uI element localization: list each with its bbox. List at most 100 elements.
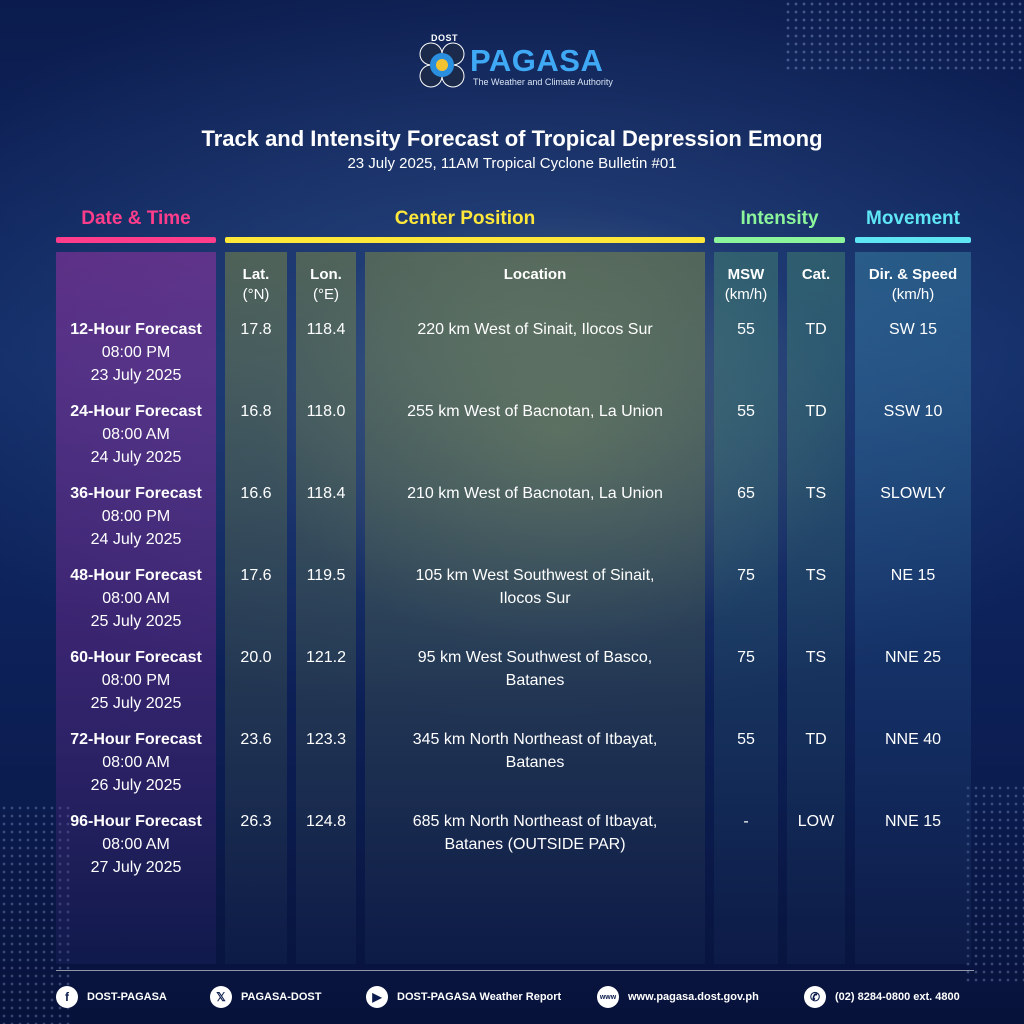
header-lat: Lat. (°N) [242,266,270,303]
group-intensity-bar [714,237,845,243]
location-cell: 220 km West of Sinait, Ilocos Sur [365,318,705,341]
movement-cell: NE 15 [890,567,936,584]
footer-label: (02) 8284-0800 ext. 4800 [835,991,960,1003]
forecast-datetime-cell: 36-Hour Forecast 08:00 PM 24 July 2025 [56,482,216,551]
footer-item[interactable]: 𝕏 PAGASA-DOST [210,986,321,1008]
footer-label: PAGASA-DOST [241,991,322,1003]
location-line-2: Ilocos Sur [499,590,571,607]
forecast-period: 96-Hour Forecast [70,813,202,830]
location-line-1: 210 km West of Bacnotan, La Union [407,485,663,502]
forecast-period: 60-Hour Forecast [70,649,202,666]
globe-icon: www [597,986,619,1008]
footer-label: www.pagasa.dost.gov.ph [628,991,759,1003]
lon-cell: 121.2 [305,649,347,666]
movement-cell: SW 15 [888,321,937,338]
category-cell: TS [805,567,827,584]
logo-tagline: The Weather and Climate Authority [473,77,613,87]
forecast-datetime-cell: 72-Hour Forecast 08:00 AM 26 July 2025 [56,728,216,797]
lat-cell: 17.8 [240,321,272,338]
forecast-period: 72-Hour Forecast [70,731,202,748]
footer-item[interactable]: ▶ DOST-PAGASA Weather Report [366,986,561,1008]
footer-item[interactable]: www www.pagasa.dost.gov.ph [597,986,759,1008]
forecast-datetime-cell: 48-Hour Forecast 08:00 AM 25 July 2025 [56,564,216,633]
movement-cell: NNE 15 [884,813,942,830]
location-line-2: Batanes [505,672,565,689]
pagasa-logo: DOST PAGASA The Weather and Climate Auth… [418,33,618,91]
group-center-bar [225,237,705,243]
forecast-time: 08:00 PM [101,344,171,361]
location-line-1: 255 km West of Bacnotan, La Union [407,403,663,420]
msw-cell: 55 [737,403,755,420]
category-cell: TS [805,485,827,502]
msw-cell: - [743,813,749,830]
location-line-1: 685 km North Northeast of Itbayat, [412,813,658,830]
forecast-datetime-cell: 24-Hour Forecast 08:00 AM 24 July 2025 [56,400,216,469]
location-line-1: 220 km West of Sinait, Ilocos Sur [417,321,653,338]
lon-cell: 123.3 [305,731,347,748]
forecast-period: 24-Hour Forecast [70,403,202,420]
phone-icon: ✆ [804,986,826,1008]
column-cat-panel [787,252,845,964]
movement-cell: SLOWLY [880,485,946,502]
column-datetime-panel [56,252,216,964]
forecast-time: 08:00 AM [102,836,170,853]
decorative-dots [964,784,1024,984]
column-msw-panel [714,252,778,964]
msw-cell: 75 [737,567,755,584]
lon-cell: 119.5 [306,567,346,584]
msw-cell: 65 [737,485,755,502]
group-datetime-bar [56,237,216,243]
forecast-time: 08:00 PM [101,508,171,525]
forecast-datetime-cell: 96-Hour Forecast 08:00 AM 27 July 2025 [56,810,216,879]
lon-cell: 118.0 [306,403,346,420]
category-cell: TS [805,649,827,666]
forecast-date: 25 July 2025 [90,613,182,630]
lat-cell: 23.6 [240,731,272,748]
forecast-date: 23 July 2025 [90,367,182,384]
lat-cell: 20.0 [240,649,272,666]
forecast-date: 26 July 2025 [90,777,182,794]
lat-cell: 16.8 [240,403,272,420]
forecast-date: 24 July 2025 [90,449,182,466]
location-cell: 255 km West of Bacnotan, La Union [365,400,705,423]
youtube-icon: ▶ [366,986,388,1008]
location-line-1: 345 km North Northeast of Itbayat, [412,731,658,748]
movement-cell: NNE 25 [884,649,942,666]
forecast-period: 12-Hour Forecast [70,321,202,338]
location-line-2: Batanes (OUTSIDE PAR) [444,836,626,853]
category-cell: TD [805,403,827,420]
column-lon-panel [296,252,356,964]
category-cell: TD [805,321,827,338]
group-movement-label: Movement [866,208,960,229]
group-movement-bar [855,237,971,243]
header-lon: Lon. (°E) [310,266,342,303]
header-cat: Cat. [801,266,831,283]
x-icon: 𝕏 [210,986,232,1008]
forecast-time: 08:00 PM [101,672,171,689]
movement-cell: SSW 10 [883,403,943,420]
footer-label: DOST-PAGASA [87,991,167,1003]
column-location-panel [365,252,705,964]
location-cell: 95 km West Southwest of Basco, Batanes [365,646,705,692]
location-cell: 210 km West of Bacnotan, La Union [365,482,705,505]
forecast-period: 36-Hour Forecast [70,485,202,502]
forecast-date: 24 July 2025 [90,531,182,548]
lon-cell: 118.4 [306,321,346,338]
page-subtitle: 23 July 2025, 11AM Tropical Cyclone Bull… [347,155,677,172]
pagasa-emblem-icon [419,42,465,88]
footer-item[interactable]: f DOST-PAGASA [56,986,167,1008]
category-cell: TD [805,731,827,748]
logo-dost-text: DOST [431,33,459,43]
footer-divider [56,970,974,971]
header-location: Location [503,266,567,283]
lat-cell: 16.6 [240,485,272,502]
forecast-datetime-cell: 12-Hour Forecast 08:00 PM 23 July 2025 [56,318,216,387]
footer-item[interactable]: ✆ (02) 8284-0800 ext. 4800 [804,986,960,1008]
forecast-date: 27 July 2025 [90,859,182,876]
forecast-period: 48-Hour Forecast [70,567,202,584]
group-intensity-label: Intensity [740,208,819,229]
header-dir-speed: Dir. & Speed (km/h) [868,266,958,303]
location-cell: 105 km West Southwest of Sinait, Ilocos S… [365,564,705,610]
location-cell: 685 km North Northeast of Itbayat, Batane… [365,810,705,856]
lat-cell: 17.6 [240,567,272,584]
